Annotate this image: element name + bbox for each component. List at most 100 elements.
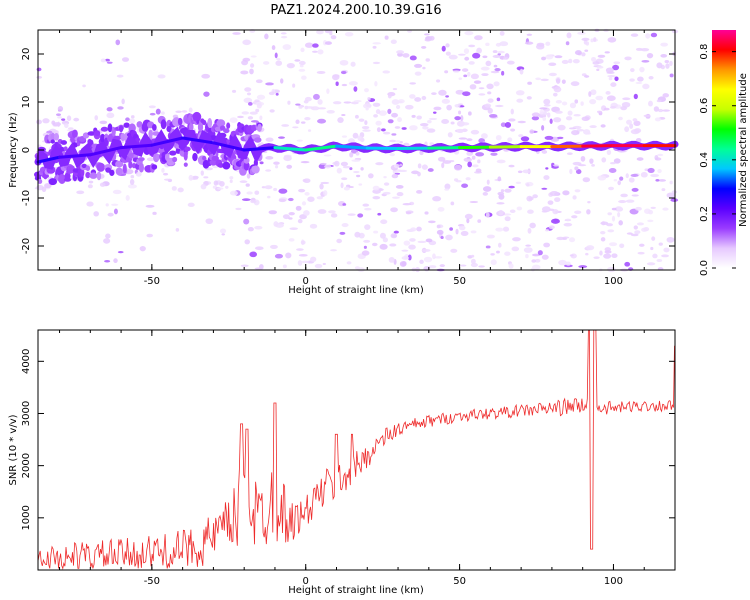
spectrogram-speckle <box>358 183 363 186</box>
spectrogram-speckle <box>364 224 371 231</box>
spectrogram-speckle <box>589 158 594 164</box>
spectrogram-speckle <box>612 64 620 71</box>
spectrogram-speckle <box>254 225 263 230</box>
spectrogram-speckle <box>561 59 569 64</box>
spectrogram-speckle <box>201 73 211 79</box>
spectrogram-speckle <box>255 108 260 113</box>
spectrogram-speckle <box>401 127 407 130</box>
spectrogram-speckle <box>606 95 616 101</box>
spectrogram-speckle <box>319 183 324 190</box>
spectrogram-speckle <box>299 60 306 66</box>
spectrogram-speckle <box>300 121 306 124</box>
spectrogram-speckle <box>423 256 433 263</box>
spectrogram-speckle <box>239 180 248 184</box>
spectrogram-speckle <box>617 180 622 186</box>
spectrogram-cluster <box>85 165 91 172</box>
spectrogram-speckle <box>427 168 434 172</box>
spectrogram-speckle <box>459 225 466 231</box>
spectrogram-cluster <box>192 152 198 162</box>
spectrogram-speckle <box>259 161 264 165</box>
spectrogram-speckle <box>219 180 225 187</box>
spectrogram-speckle <box>87 184 93 189</box>
spectrogram-speckle <box>392 196 400 199</box>
spectrogram-speckle <box>611 215 616 222</box>
spectrogram-speckle <box>157 74 166 79</box>
spectrogram-speckle <box>375 109 381 115</box>
spectrogram-speckle <box>73 117 80 122</box>
spectrogram-speckle <box>630 33 639 37</box>
spectrogram-speckle <box>100 58 106 63</box>
spectrogram-speckle <box>409 55 417 61</box>
spectrogram-speckle <box>500 189 505 193</box>
spectrogram-speckle <box>303 210 310 216</box>
spectrogram-speckle <box>346 261 352 265</box>
spectrogram-speckle <box>445 51 451 56</box>
spectrogram-speckle <box>115 39 121 46</box>
spectrogram-speckle <box>624 56 632 61</box>
spectrogram-speckle <box>562 237 567 241</box>
spectrogram-speckle <box>610 82 617 87</box>
spectrogram-speckle <box>46 130 53 134</box>
spectrogram-speckle <box>283 155 292 162</box>
spectrogram-speckle <box>450 248 458 253</box>
spectrogram-speckle <box>648 100 653 107</box>
spectrogram-speckle <box>574 189 581 193</box>
spectrogram-speckle <box>36 119 42 125</box>
spectrogram-speckle <box>99 182 106 187</box>
spectrogram-speckle <box>416 226 422 232</box>
spectrogram-speckle <box>161 111 165 115</box>
spectrogram-speckle <box>591 164 595 167</box>
spectrogram-speckle <box>88 180 94 184</box>
spectrogram-speckle <box>553 86 562 93</box>
spectrogram-speckle <box>463 74 468 78</box>
spectrogram-speckle <box>660 53 668 58</box>
spectrogram-panel: -50 0 50 100 -20 -10 0 10 20 Height of straight … <box>8 28 679 296</box>
spectrogram-speckle <box>508 185 515 189</box>
spectrogram-speckle <box>620 106 628 111</box>
spectrogram-speckle <box>295 205 302 211</box>
spectrogram-x-tick-label: -50 <box>144 276 160 287</box>
spectrogram-cluster <box>96 162 106 172</box>
spectrogram-cluster <box>172 156 178 163</box>
spectrogram-speckle <box>495 227 504 232</box>
spectrogram-speckle <box>425 238 433 243</box>
spectrogram-speckle <box>657 169 662 174</box>
spectrogram-speckle <box>466 151 474 156</box>
spectrogram-speckle <box>486 179 490 185</box>
spectrogram-speckle <box>285 252 292 259</box>
spectrogram-speckle <box>297 218 303 224</box>
spectrogram-speckle <box>541 187 548 190</box>
spectrogram-cluster <box>100 126 109 132</box>
spectrogram-speckle <box>275 165 279 169</box>
spectrogram-speckle <box>397 117 402 123</box>
spectrogram-speckle <box>175 110 182 113</box>
spectrogram-speckle <box>603 107 610 111</box>
spectrogram-speckle <box>544 135 554 140</box>
spectrogram-speckle <box>561 79 566 84</box>
spectrogram-speckle <box>438 89 447 96</box>
spectrogram-speckle <box>244 87 252 92</box>
spectrogram-speckle <box>563 222 573 227</box>
spectrogram-speckle <box>379 232 386 239</box>
spectrogram-speckle <box>316 70 326 75</box>
spectrogram-speckle <box>125 194 130 201</box>
spectrogram-speckle <box>353 170 360 174</box>
spectrogram-speckle <box>401 249 409 252</box>
spectrogram-speckle <box>281 124 290 127</box>
spectrogram-speckle <box>273 187 278 192</box>
spectrogram-speckle <box>592 61 600 65</box>
spectrogram-speckle <box>256 94 266 100</box>
spectrogram-speckle <box>545 54 554 60</box>
spectrogram-speckle <box>619 176 624 181</box>
spectrogram-speckle <box>289 227 298 230</box>
spectrogram-speckle <box>231 89 237 93</box>
spectrogram-speckle <box>365 108 369 111</box>
snr-series-line <box>37 329 675 570</box>
spectrogram-speckle <box>566 152 573 156</box>
spectrogram-cluster <box>71 129 78 138</box>
spectrogram-speckle <box>245 183 250 187</box>
spectrogram-speckle <box>146 157 155 162</box>
spectrogram-speckle <box>516 206 523 211</box>
spectrogram-speckle <box>446 104 452 111</box>
spectrogram-speckle <box>527 227 532 234</box>
